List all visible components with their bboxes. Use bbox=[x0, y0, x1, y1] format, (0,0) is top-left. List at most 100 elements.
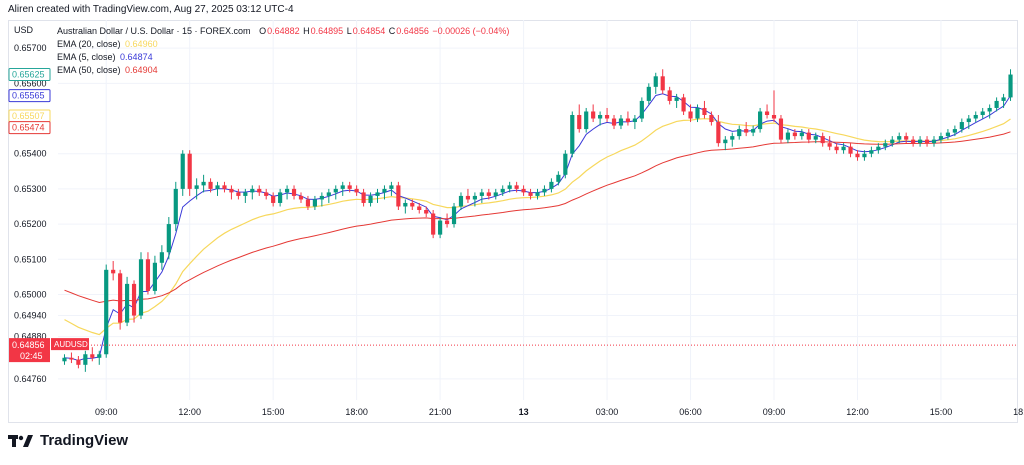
candle-body bbox=[215, 185, 220, 189]
candle-body bbox=[90, 354, 95, 358]
candle-body bbox=[639, 100, 644, 119]
candle-body bbox=[611, 118, 617, 126]
candle-body bbox=[62, 357, 67, 362]
ema50-legend[interactable]: EMA (50, close) 0.64904 bbox=[57, 65, 158, 75]
candle bbox=[278, 188, 283, 207]
candle-body bbox=[667, 90, 672, 101]
y-tick-label: 0.65700 bbox=[14, 43, 47, 53]
candle-body bbox=[243, 192, 248, 196]
candle bbox=[124, 276, 130, 327]
candle bbox=[751, 125, 756, 137]
candle bbox=[69, 352, 74, 364]
candle bbox=[180, 150, 185, 196]
candle bbox=[598, 111, 603, 126]
candle-body bbox=[410, 202, 415, 207]
y-tick-label: 0.64940 bbox=[14, 311, 47, 321]
candle bbox=[62, 354, 67, 365]
candle-body bbox=[709, 115, 714, 123]
candle-body bbox=[563, 153, 568, 175]
last-price-box bbox=[9, 338, 50, 363]
chart-legend: Australian Dollar / U.S. Dollar · 15 · F… bbox=[57, 25, 510, 77]
candle bbox=[375, 188, 380, 203]
candle-body bbox=[1001, 97, 1006, 101]
ema20-legend[interactable]: EMA (20, close) 0.64960 bbox=[57, 39, 158, 49]
candle-body bbox=[883, 143, 888, 147]
candle bbox=[173, 181, 178, 232]
candle-body bbox=[493, 192, 498, 196]
candle bbox=[542, 185, 547, 196]
candle-body bbox=[876, 146, 881, 151]
candle-body bbox=[591, 111, 596, 119]
candle bbox=[1008, 69, 1013, 101]
candle bbox=[83, 350, 88, 372]
candle-body bbox=[354, 188, 359, 193]
candle bbox=[570, 111, 575, 158]
candle bbox=[709, 111, 714, 126]
candle bbox=[702, 100, 707, 119]
candle bbox=[716, 115, 721, 147]
price-badges: 0.65625 0.65565 0.65507 0.65474 0.6485602:45… bbox=[8, 68, 1017, 363]
candle bbox=[431, 210, 436, 239]
candle bbox=[458, 192, 464, 210]
symbol-tag-box bbox=[51, 338, 89, 351]
candle-body bbox=[382, 188, 387, 193]
candle-body bbox=[465, 195, 471, 200]
candle-body bbox=[737, 129, 742, 137]
candle-body bbox=[897, 136, 902, 140]
ema50-line bbox=[64, 131, 1011, 304]
candle bbox=[841, 143, 846, 154]
candle bbox=[591, 104, 596, 123]
ema-lines bbox=[64, 93, 1011, 362]
candle-body bbox=[187, 153, 192, 189]
candle-body bbox=[472, 195, 477, 200]
candle bbox=[688, 104, 693, 123]
candle bbox=[152, 255, 157, 295]
candle bbox=[890, 136, 895, 147]
candle-body bbox=[535, 192, 540, 196]
candle bbox=[76, 356, 81, 369]
candle-body bbox=[688, 111, 693, 119]
chart-frame[interactable] bbox=[8, 20, 1018, 423]
candle-body bbox=[785, 132, 791, 140]
candle-body bbox=[305, 199, 311, 207]
candle-body bbox=[201, 181, 206, 186]
candle-body bbox=[528, 192, 533, 196]
candle-body bbox=[278, 192, 283, 203]
candle bbox=[681, 93, 686, 115]
candle bbox=[959, 118, 964, 133]
candle-body bbox=[792, 132, 797, 137]
brand-name[interactable]: TradingView bbox=[40, 432, 129, 449]
price-badge: 0.65625 bbox=[8, 68, 51, 82]
candle-body bbox=[208, 181, 213, 189]
candle-body bbox=[980, 111, 985, 115]
candle bbox=[250, 185, 255, 200]
candle-body bbox=[284, 188, 290, 193]
candle-body bbox=[778, 118, 784, 140]
candle-body bbox=[730, 136, 735, 140]
candle bbox=[924, 136, 930, 147]
price-badge: 0.65565 bbox=[8, 89, 51, 103]
candle bbox=[563, 150, 568, 179]
candle-body bbox=[938, 136, 944, 140]
symbol-title[interactable]: Australian Dollar / U.S. Dollar · 15 · F… bbox=[57, 26, 251, 36]
x-tick-label: 12:00 bbox=[846, 407, 869, 417]
candle bbox=[104, 264, 109, 358]
candle-body bbox=[813, 136, 818, 140]
candle-body bbox=[326, 192, 331, 196]
candle bbox=[201, 174, 206, 193]
candle-body bbox=[368, 195, 373, 203]
candle bbox=[396, 181, 401, 210]
candle bbox=[145, 252, 151, 295]
change-value: −0.00026 (−0.04%) bbox=[432, 26, 510, 36]
price-badge: 0.65507 bbox=[8, 109, 51, 123]
candle bbox=[973, 111, 978, 123]
candle bbox=[521, 185, 526, 196]
candle-body bbox=[869, 150, 874, 154]
candle bbox=[479, 188, 484, 203]
ema5-legend[interactable]: EMA (5, close) 0.64874 bbox=[57, 52, 153, 62]
candle bbox=[187, 150, 192, 196]
candle-body bbox=[180, 153, 185, 189]
candle bbox=[361, 188, 366, 207]
candle bbox=[771, 90, 777, 123]
